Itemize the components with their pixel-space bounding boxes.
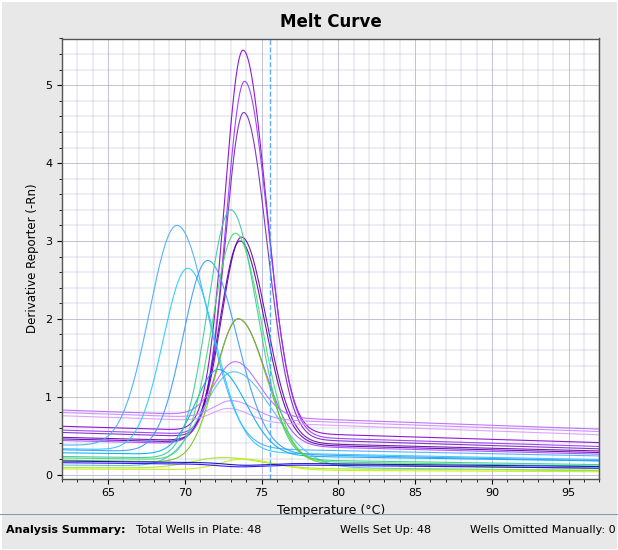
X-axis label: Temperature (°C): Temperature (°C) <box>276 504 385 517</box>
Text: Wells Set Up: 48: Wells Set Up: 48 <box>340 525 431 535</box>
Title: Melt Curve: Melt Curve <box>280 13 381 31</box>
Text: Analysis Summary:: Analysis Summary: <box>6 525 125 535</box>
Text: Total Wells in Plate: 48: Total Wells in Plate: 48 <box>136 525 261 535</box>
Text: Wells Omitted Manually: 0: Wells Omitted Manually: 0 <box>470 525 616 535</box>
Y-axis label: Derivative Reporter (-Rn): Derivative Reporter (-Rn) <box>27 184 40 333</box>
